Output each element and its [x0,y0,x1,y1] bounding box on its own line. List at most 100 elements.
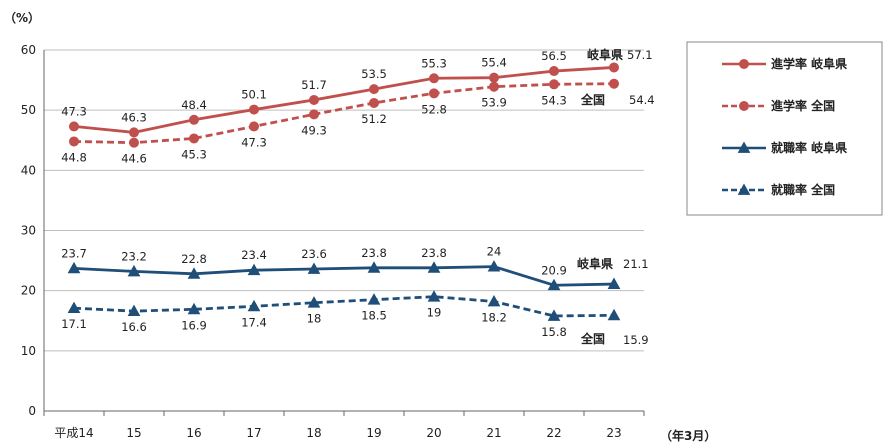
legend-label: 就職率 岐阜県 [771,140,847,155]
legend-marker [739,101,749,111]
end-label-region: 岐阜県 [587,47,623,62]
legend-box [686,41,883,216]
data-point [549,79,559,90]
x-tick-label: 18 [306,426,321,440]
data-point [249,121,259,132]
data-label: 46.3 [121,110,147,124]
data-point [129,137,139,148]
data-label: 48.4 [181,98,207,112]
x-unit-label: （年3月） [660,428,716,443]
x-tick-label: 22 [546,426,561,440]
data-label: 55.3 [421,56,447,70]
x-tick-label: 17 [246,426,261,440]
data-label: 23.7 [61,246,87,260]
data-label: 47.3 [241,135,267,149]
data-label: 50.1 [241,88,267,102]
data-label: 44.6 [121,152,147,166]
data-label: 20.9 [541,263,567,277]
data-label: 22.8 [181,252,207,266]
axes: 0 10 20 30 40 50 60 平成14 15 16 17 18 19 20 21 22 23 [21,43,645,440]
series-line [73,265,615,287]
legend-marker [739,59,749,69]
data-point [309,94,319,105]
data-point [427,261,441,273]
data-label: 15.8 [541,325,567,339]
end-label-region: 岐阜県 [577,256,613,271]
data-point [189,133,199,144]
data-label: 45.3 [181,147,207,161]
data-point [127,304,141,317]
data-point [487,260,501,272]
data-point [607,277,621,289]
data-label: 23.8 [361,246,387,260]
data-label: 47.3 [61,104,87,118]
data-point [307,296,321,308]
end-label-value: 54.4 [629,93,655,107]
data-label: 53.9 [481,96,507,110]
data-label: 19 [427,306,442,320]
gridlines [44,49,644,352]
data-point [127,264,141,277]
data-label: 18.5 [361,309,387,323]
series-line [73,295,615,318]
data-point [427,290,441,302]
data-point [247,299,261,312]
legend-label: 進学率 岐阜県 [771,56,847,71]
data-point [189,114,199,125]
data-point [487,294,501,307]
data-point [249,104,259,115]
series-line [73,82,615,145]
end-label-value: 57.1 [627,48,653,62]
y-tick-label: 50 [21,103,36,117]
x-tick-label: 15 [126,426,141,440]
data-label: 56.5 [541,49,567,63]
data-point [67,301,81,314]
data-label: 52.8 [421,102,447,116]
data-label: 23.2 [121,249,147,263]
legend-label: 就職率 全国 [771,182,835,197]
y-tick-label: 30 [21,224,36,238]
x-tick-label: 19 [366,426,381,440]
end-label-region: 全国 [580,331,605,346]
y-tick-label: 10 [21,344,36,358]
data-point [367,261,381,273]
y-tick-label: 60 [21,43,36,57]
data-label: 53.5 [361,67,387,81]
data-point [69,121,79,132]
data-point [309,109,319,120]
data-point [489,72,499,83]
data-label: 18.2 [481,310,507,324]
end-label-region: 全国 [580,92,605,107]
x-tick-label: 16 [186,426,201,440]
data-label: 23.6 [301,247,327,261]
data-point [69,136,79,147]
data-label: 18 [307,312,322,326]
end-label-value: 21.1 [623,257,649,271]
data-label: 17.1 [61,317,87,331]
data-label: 17.4 [241,315,267,329]
data-label: 16.6 [121,320,147,334]
data-point [367,293,381,305]
data-point [187,302,201,315]
data-point [609,62,619,73]
data-point [547,278,561,291]
data-point [609,78,619,89]
data-point [67,261,81,274]
data-point [547,309,561,321]
data-point [429,73,439,84]
y-tick-label: 20 [21,284,36,298]
series-line [73,66,615,134]
data-point [247,263,261,276]
data-label: 23.4 [241,248,267,262]
x-tick-label: 20 [426,426,441,440]
data-point [429,88,439,99]
data-point [369,97,379,108]
data-label: 54.3 [541,93,567,107]
data-point [489,81,499,92]
data-label: 16.9 [181,318,207,332]
data-point [607,308,621,321]
y-tick-label: 0 [28,404,36,418]
data-labels: 47.3 46.3 48.4 50.1 51.7 53.5 55.3 55.4 56.5 44.8… [61,47,654,347]
data-label: 23.8 [421,246,447,260]
